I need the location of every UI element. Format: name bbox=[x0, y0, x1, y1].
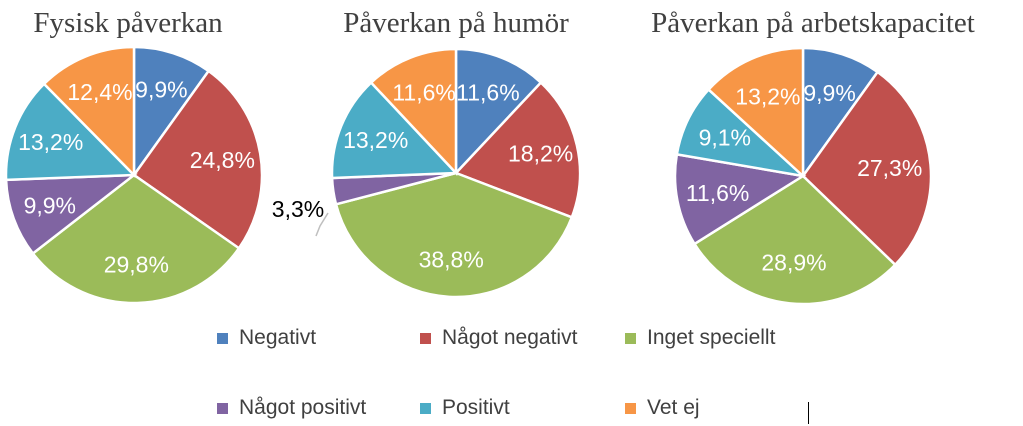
pie-slice-positivt bbox=[4, 82, 137, 182]
text-cursor-mark bbox=[808, 402, 809, 424]
data-label-positivt: 13,2% bbox=[343, 127, 408, 153]
data-label-inget-speciellt: 28,9% bbox=[761, 250, 826, 276]
pie-slice-vet-ej bbox=[706, 46, 805, 179]
pie-slice-negativt bbox=[132, 45, 211, 179]
pie-chart-3: Påverkan på arbetskapacitet 9,9% 27,3% 28,9… bbox=[651, 7, 975, 306]
data-label-inget-speciellt: 29,8% bbox=[104, 252, 169, 278]
pie-slice-inget-speciellt bbox=[31, 173, 241, 305]
data-label-inget-speciellt: 38,8% bbox=[419, 247, 484, 273]
pie-chart-1: Fysisk påverkan 9,9% 24,8% 29,8% 9,9% 13,2% 12… bbox=[4, 7, 264, 305]
pie-slice-nagot-positivt bbox=[4, 173, 138, 256]
data-label-positivt: 9,1% bbox=[699, 125, 751, 151]
chart-title: Fysisk påverkan bbox=[33, 7, 223, 39]
data-label-positivt: 13,2% bbox=[18, 129, 83, 155]
data-label-negativt: 11,6% bbox=[456, 79, 520, 105]
data-label-negativt: 9,9% bbox=[135, 77, 187, 103]
pie-slice-nagot-negativt bbox=[801, 70, 933, 267]
pie-slice-nagot-negativt bbox=[132, 69, 264, 251]
pie-chart-2: Påverkan på humör 11,6% 18,2% 38,8% 3,3% 13,2… bbox=[272, 7, 582, 299]
pie-slice-vet-ej bbox=[42, 45, 136, 179]
chart-title: Påverkan på humör bbox=[343, 7, 569, 39]
pie-slice-positivt bbox=[330, 80, 459, 180]
pie-slice-inget-speciellt bbox=[334, 171, 574, 299]
data-label-nagot-negativt: 24,8% bbox=[190, 147, 255, 173]
pie-slice-inget-speciellt bbox=[692, 174, 897, 306]
data-label-nagot-negativt: 27,3% bbox=[857, 155, 922, 181]
leader-line bbox=[315, 212, 329, 237]
data-label-nagot-negativt: 18,2% bbox=[508, 141, 573, 167]
data-label-nagot-positivt: 9,9% bbox=[24, 193, 76, 219]
data-label-vet-ej: 12,4% bbox=[67, 79, 132, 105]
pie-slice-negativt bbox=[801, 46, 880, 180]
pie-slice-negativt bbox=[454, 47, 543, 177]
data-label-nagot-positivt: 11,6% bbox=[686, 180, 750, 206]
pie-slice-vet-ej bbox=[369, 47, 458, 177]
data-label-negativt: 9,9% bbox=[803, 80, 855, 106]
data-label-vet-ej: 13,2% bbox=[735, 83, 800, 109]
chart-title: Påverkan på arbetskapacitet bbox=[651, 7, 975, 39]
data-label-vet-ej: 11,6% bbox=[392, 79, 456, 105]
data-label-nagot-positivt: 3,3% bbox=[272, 196, 324, 222]
pie-slice-nagot-positivt bbox=[673, 152, 807, 246]
